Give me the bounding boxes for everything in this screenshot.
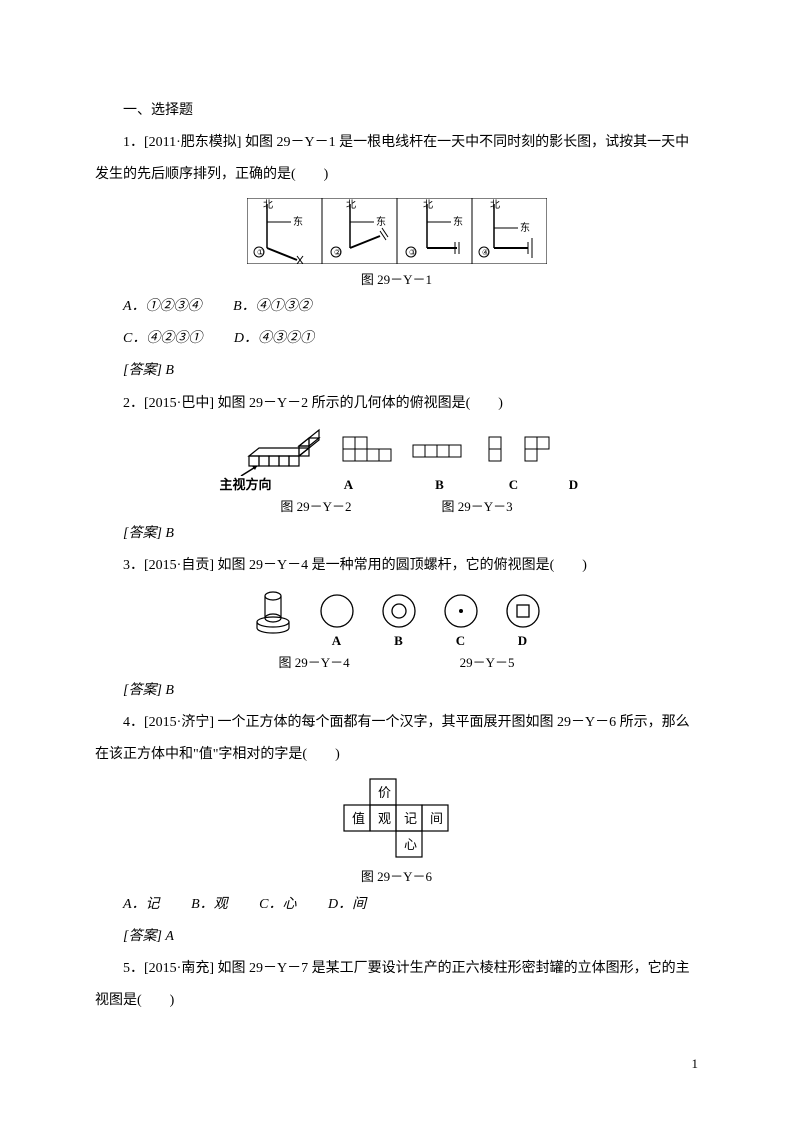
q3-opt-a-svg bbox=[317, 591, 357, 631]
q2-view-label: 主视方向 bbox=[203, 478, 289, 491]
svg-text:东: 东 bbox=[520, 221, 530, 234]
svg-text:北: 北 bbox=[490, 199, 500, 211]
q3-opt-c-svg bbox=[441, 591, 481, 631]
q2-label-b: B bbox=[409, 478, 471, 491]
q2-opt-c-svg bbox=[485, 433, 507, 469]
q4-figure: 价 值 观 记 间 心 bbox=[95, 777, 698, 861]
q4-opt-b: B．观 bbox=[191, 897, 228, 912]
q4-cell-bottom: 心 bbox=[404, 837, 417, 852]
q2-label-a: A bbox=[321, 478, 377, 491]
q4-options: A．记 B．观 C．心 D．间 bbox=[95, 889, 698, 921]
q2-opt-b-svg bbox=[409, 439, 471, 463]
q4-opt-d: D．间 bbox=[328, 897, 366, 912]
q3-figure bbox=[95, 588, 698, 634]
q2-opt-a-svg bbox=[339, 433, 395, 469]
q1-text: 1．[2011·肥东模拟] 如图 29－Y－1 是一根电线杆在一天中不同时刻的影… bbox=[95, 127, 698, 191]
svg-text:北: 北 bbox=[346, 199, 356, 211]
section-title: 一、选择题 bbox=[95, 95, 698, 127]
q2-label-c: C bbox=[503, 478, 525, 491]
q3-answer: [答案] B bbox=[95, 675, 698, 707]
svg-text:③: ③ bbox=[409, 248, 416, 257]
q2-labels: 主视方向 A B C D bbox=[95, 478, 698, 491]
q3-solid bbox=[251, 588, 295, 634]
q3-text: 3．[2015·自贡] 如图 29－Y－4 是一种常用的圆顶螺杆，它的俯视图是(… bbox=[95, 550, 698, 582]
q3-opt-d-svg bbox=[503, 591, 543, 631]
q4-opt-a: A．记 bbox=[123, 897, 160, 912]
q2-figure bbox=[95, 426, 698, 476]
q4-text: 4．[2015·济宁] 一个正方体的每个面都有一个汉字，其平面展开图如图 29－… bbox=[95, 707, 698, 771]
svg-text:④: ④ bbox=[482, 248, 489, 257]
q4-caption: 图 29－Y－6 bbox=[95, 865, 698, 888]
q3-captions: 图 29－Y－4 29－Y－5 bbox=[95, 651, 698, 674]
svg-text:①: ① bbox=[257, 248, 264, 257]
svg-text:北: 北 bbox=[423, 199, 433, 211]
q4-answer: [答案] A bbox=[95, 921, 698, 953]
q3-label-c: C bbox=[441, 634, 481, 647]
q2-caption1: 图 29－Y－2 bbox=[280, 495, 351, 518]
svg-text:北: 北 bbox=[263, 199, 273, 211]
q1-options-ab: A．①②③④ B．④①③② bbox=[95, 291, 698, 323]
q2-captions: 图 29－Y－2 图 29－Y－3 bbox=[95, 495, 698, 518]
q4-cell-2: 观 bbox=[378, 811, 391, 826]
q5-text: 5．[2015·南充] 如图 29－Y－7 是某工厂要设计生产的正六棱柱形密封罐… bbox=[95, 953, 698, 1017]
q3-opt-b-svg bbox=[379, 591, 419, 631]
q1-opt-a: A．①②③④ bbox=[123, 299, 202, 314]
q1-figure: 北 东 ① 北 东 ② 北 bbox=[95, 198, 698, 264]
q2-answer: [答案] B bbox=[95, 518, 698, 550]
q2-label-d: D bbox=[557, 478, 591, 491]
page-number: 1 bbox=[692, 1056, 699, 1072]
q4-cell-1: 值 bbox=[352, 811, 365, 826]
q3-label-d: D bbox=[503, 634, 543, 647]
q4-cell-3: 记 bbox=[404, 811, 417, 826]
q3-labels: A B C D bbox=[95, 634, 698, 647]
svg-text:②: ② bbox=[334, 248, 341, 257]
q2-text: 2．[2015·巴中] 如图 29－Y－2 所示的几何体的俯视图是( ) bbox=[95, 388, 698, 420]
q1-answer: [答案] B bbox=[95, 355, 698, 387]
q3-label-b: B bbox=[379, 634, 419, 647]
q1-diagram: 北 东 ① 北 东 ② 北 bbox=[247, 198, 547, 264]
q1-opt-d: D．④③②① bbox=[234, 331, 314, 346]
q1-opt-b: B．④①③② bbox=[233, 299, 312, 314]
q2-opt-d-svg bbox=[521, 433, 555, 469]
q4-cell-top: 价 bbox=[378, 785, 391, 800]
svg-text:东: 东 bbox=[453, 215, 463, 228]
q3-caption1: 图 29－Y－4 bbox=[278, 651, 349, 674]
q4-cell-4: 间 bbox=[430, 811, 443, 826]
q4-net: 价 值 观 记 间 心 bbox=[332, 777, 462, 861]
q1-options-cd: C．④②③① D．④③②① bbox=[95, 323, 698, 355]
svg-text:东: 东 bbox=[293, 215, 303, 228]
q3-label-a: A bbox=[317, 634, 357, 647]
q3-caption2: 29－Y－5 bbox=[460, 651, 515, 674]
q1-caption: 图 29－Y－1 bbox=[95, 268, 698, 291]
svg-text:东: 东 bbox=[376, 215, 386, 228]
q1-opt-c: C．④②③① bbox=[123, 331, 202, 346]
q2-caption2: 图 29－Y－3 bbox=[442, 495, 513, 518]
q2-solid bbox=[239, 426, 325, 476]
q4-opt-c: C．心 bbox=[259, 897, 296, 912]
